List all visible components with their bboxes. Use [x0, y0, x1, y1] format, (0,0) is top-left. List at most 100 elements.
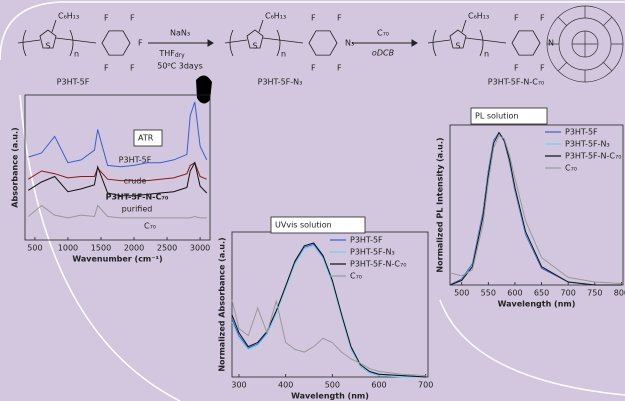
spectrum	[231, 245, 426, 378]
chart: 300 400 500 600 700 Wavelength (nm) Normalized…	[218, 216, 433, 401]
x-tick-label: 800	[614, 289, 625, 298]
bond	[17, 19, 97, 44]
x-tick-label: 700	[561, 289, 576, 298]
plot-frame	[24, 94, 211, 241]
x-tick-label: 500	[325, 381, 340, 390]
legend-label: C₇₀	[350, 272, 362, 281]
legend-label: P3HT-5F-N₃	[565, 140, 610, 149]
spectrum	[231, 242, 426, 378]
atom: F	[130, 64, 135, 73]
spectrum	[449, 134, 622, 284]
frame-curve	[19, 94, 181, 401]
atom: F	[540, 64, 545, 73]
x-tick-label: 300	[231, 381, 246, 390]
compound-label: P3HT-5F	[57, 78, 90, 87]
solvent: oDCB	[372, 49, 394, 58]
atom: F	[104, 14, 109, 23]
substituent: C₆H₁₃	[468, 12, 489, 21]
benzene	[308, 30, 338, 56]
chart: 500 1000 1500 2000 2500 3000 Wavenumber (cm⁻¹)…	[11, 94, 211, 264]
legend-label: P3HT-5F	[350, 236, 383, 245]
conditions: 50⁰C 3days	[157, 62, 203, 71]
x-tick-label: 2000	[124, 244, 144, 253]
x-tick-label: 550	[481, 289, 496, 298]
x-tick-label: 3000	[190, 244, 210, 253]
thiophene	[246, 29, 264, 49]
compound-label: P3HT-5F-N₃	[258, 78, 303, 87]
plot-frame	[449, 124, 624, 286]
x-tick-label: 400	[278, 381, 293, 390]
atom: F	[311, 64, 316, 73]
x-axis-label: Wavenumber (cm⁻¹)	[72, 255, 162, 264]
x-axis-label: Wavelength (nm)	[498, 300, 576, 309]
repeat: n	[281, 50, 286, 59]
bracket	[229, 29, 281, 57]
plot-frame	[231, 231, 429, 378]
molecule: S C₆H₁₃ n F F F F N₃ P3HT-5F-N₃	[224, 12, 354, 87]
legend-label: P3HT-5F-N-C₇₀	[350, 260, 406, 269]
x-tick-label: 600	[507, 289, 522, 298]
atom: F	[130, 14, 135, 23]
annotation: C₇₀	[144, 222, 156, 231]
legend-label: P3HT-5F-N-C₇₀	[565, 152, 621, 161]
x-tick-label: 600	[371, 381, 386, 390]
benzene	[101, 30, 131, 56]
atom: N	[548, 39, 554, 48]
thiophene	[449, 29, 467, 49]
spectrum	[231, 299, 426, 377]
y-axis-label: Absorbance (a.u.)	[11, 127, 20, 207]
chart-title: UVvis solution	[275, 221, 332, 230]
arrows	[148, 39, 418, 47]
x-tick-label: 500	[454, 289, 469, 298]
annotation: crude	[124, 177, 147, 186]
solvent: THFdry	[158, 49, 185, 59]
bracket	[432, 29, 484, 57]
thiophene	[39, 29, 57, 49]
x-tick-label: 700	[418, 381, 433, 390]
atom: F	[104, 64, 109, 73]
reagent: NaN₃	[170, 29, 190, 38]
x-tick-label: 750	[587, 289, 602, 298]
ring-atom: S	[45, 42, 50, 51]
x-tick-label: 650	[534, 289, 549, 298]
bond	[427, 19, 507, 44]
atom: F	[514, 14, 519, 23]
x-tick-label: 1500	[91, 244, 111, 253]
substituent: C₆H₁₃	[265, 12, 286, 21]
annotation: P3HT-5F	[119, 156, 152, 165]
repeat: n	[484, 50, 489, 59]
reagent: C₇₀	[377, 29, 389, 38]
chart: 500 550 600 650 700 750 800 Wavelength (nm) Norm…	[436, 107, 625, 309]
spectrum	[28, 161, 208, 197]
atom: F	[540, 14, 545, 23]
atom: F	[514, 64, 519, 73]
chart-title: PL solution	[475, 112, 519, 121]
solvent-sub: dry	[175, 52, 185, 59]
ring-atom: S	[252, 42, 257, 51]
frame-curve	[439, 299, 625, 396]
title-box	[270, 216, 366, 234]
repeat: n	[74, 50, 79, 59]
title-box	[470, 107, 548, 125]
legend-label: P3HT-5F-N₃	[350, 248, 395, 257]
x-tick-label: 1000	[58, 244, 78, 253]
molecule: S C₆H₁₃ n F F F F N P3HT-5F-N-C₇₀	[427, 12, 554, 87]
solvent-name: THF	[158, 49, 175, 58]
spectrum	[28, 161, 207, 182]
legend-label: C₇₀	[565, 164, 577, 173]
atom: F	[337, 64, 342, 73]
fullerene	[546, 5, 624, 83]
x-tick-label: 2500	[157, 244, 177, 253]
x-tick-label: 500	[27, 244, 42, 253]
spectrum	[28, 101, 208, 168]
title-box	[133, 129, 163, 147]
chart-title: ATR	[138, 134, 154, 143]
bond	[224, 19, 304, 44]
annotation: purified	[122, 205, 153, 214]
atom: N₃	[345, 39, 354, 48]
y-axis-label: Normalized Absorbance (a.u.)	[218, 237, 227, 371]
x-axis-label: Wavelength (nm)	[291, 392, 369, 401]
molecule: S C₆H₁₃ n F F F F F P3HT-5F	[17, 12, 143, 87]
